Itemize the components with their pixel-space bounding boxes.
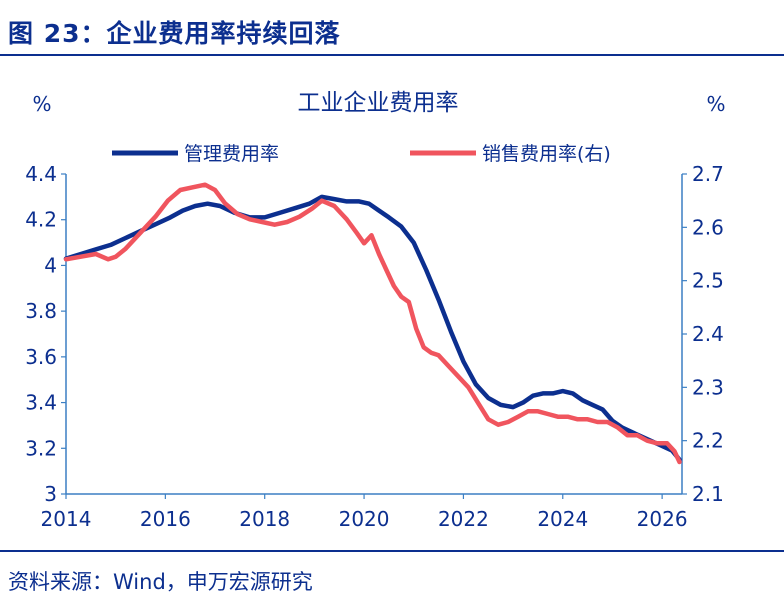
left-tick-label: 3.6 bbox=[25, 345, 57, 369]
right-tick-label: 2.6 bbox=[692, 215, 724, 239]
left-tick-label: 4.2 bbox=[25, 208, 57, 232]
left-axis-unit: % bbox=[32, 92, 51, 116]
left-tick-label: 4 bbox=[44, 253, 57, 277]
left-tick-label: 3.8 bbox=[25, 299, 57, 323]
x-tick-label: 2022 bbox=[438, 507, 489, 531]
right-tick-label: 2.1 bbox=[692, 482, 724, 506]
x-tick-label: 2020 bbox=[339, 507, 390, 531]
left-tick-label: 3.2 bbox=[25, 436, 57, 460]
chart-axes: 3 3.2 3.4 3.6 3.8 4 4.2 4.4 2.1 2.2 2.3 2.4 2.5 2.6 2.… bbox=[25, 162, 724, 531]
x-tick-label: 2026 bbox=[637, 507, 688, 531]
x-tick-label: 2014 bbox=[41, 507, 92, 531]
left-tick-label: 4.4 bbox=[25, 162, 57, 186]
chart-series bbox=[63, 182, 682, 465]
right-axis-unit: % bbox=[706, 92, 725, 116]
series-line-admin bbox=[63, 194, 682, 462]
right-tick-label: 2.5 bbox=[692, 269, 724, 293]
legend-label-sales: 销售费用率(右) bbox=[482, 143, 611, 165]
top-rule bbox=[0, 54, 784, 56]
x-tick-label: 2018 bbox=[239, 507, 290, 531]
legend-label-admin: 管理费用率 bbox=[184, 143, 279, 165]
right-tick-label: 2.3 bbox=[692, 375, 724, 399]
x-tick-label: 2024 bbox=[537, 507, 588, 531]
series-line-sales bbox=[63, 182, 682, 465]
legend: 管理费用率 销售费用率(右) bbox=[112, 143, 611, 165]
chart-title: 工业企业费用率 bbox=[298, 90, 459, 116]
bottom-rule bbox=[0, 550, 784, 552]
left-tick-label: 3 bbox=[44, 482, 57, 506]
figure-title: 图 23：企业费用率持续回落 bbox=[8, 19, 341, 48]
right-tick-label: 2.2 bbox=[692, 429, 724, 453]
x-tick-label: 2016 bbox=[140, 507, 191, 531]
right-tick-label: 2.4 bbox=[692, 322, 724, 346]
source-note: 资料来源：Wind，申万宏源研究 bbox=[8, 570, 313, 594]
left-tick-label: 3.4 bbox=[25, 391, 57, 415]
right-tick-label: 2.7 bbox=[692, 162, 724, 186]
